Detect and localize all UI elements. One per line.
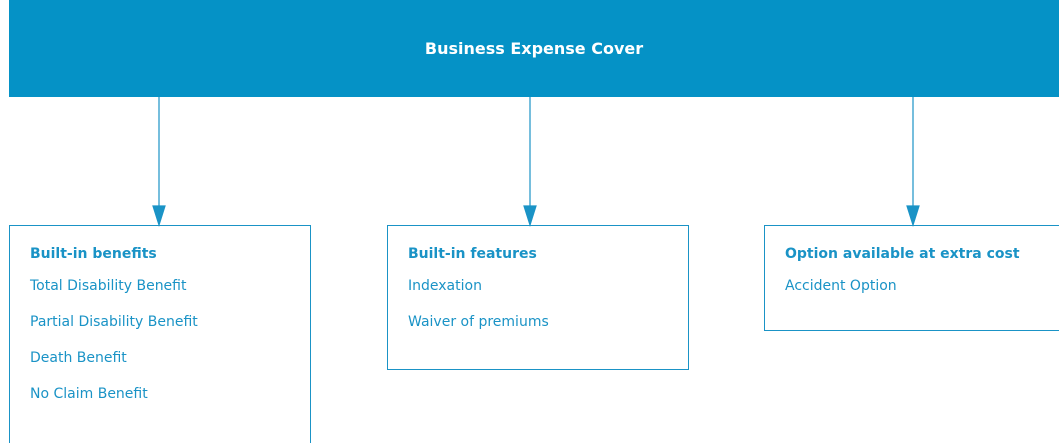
arrow-head — [906, 205, 920, 227]
header-title: Business Expense Cover — [424, 39, 644, 58]
node-title: Option available at extra cost — [785, 246, 1020, 262]
node-item: Waiver of premiums — [408, 314, 549, 330]
arrow-head — [152, 205, 166, 227]
node-item: Accident Option — [785, 278, 897, 294]
node-item: Indexation — [408, 278, 482, 294]
arrow-head — [523, 205, 537, 227]
node-item: No Claim Benefit — [30, 386, 148, 402]
node-box: Built-in features Indexation Waiver of pre… — [387, 225, 689, 370]
node-item: Death Benefit — [30, 350, 127, 366]
node-box: Option available at extra cost Accident O… — [764, 225, 1059, 331]
node-box: Built-in benefits Total Disability Benefi… — [9, 225, 311, 443]
node-title: Built-in features — [408, 246, 537, 262]
header: Business Expense Cover — [9, 0, 1059, 97]
node-title: Built-in benefits — [30, 246, 157, 262]
node-item: Total Disability Benefit — [30, 278, 187, 294]
node-item: Partial Disability Benefit — [30, 314, 198, 330]
